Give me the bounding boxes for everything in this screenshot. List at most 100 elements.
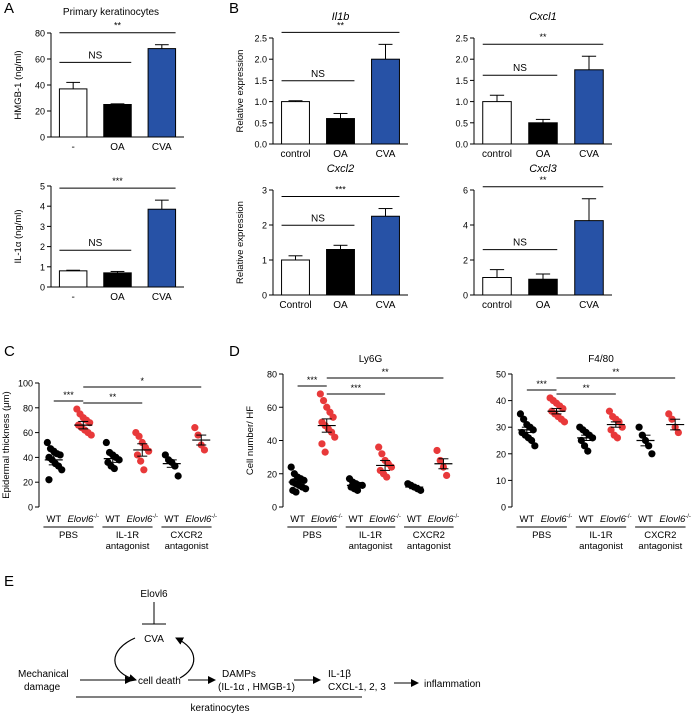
x-tick-label: WT xyxy=(638,514,653,525)
data-point xyxy=(319,397,328,405)
y-tick-label: 1.5 xyxy=(254,76,267,86)
x-tick-label: CVA xyxy=(579,300,599,311)
group-label: IL-1R xyxy=(116,530,139,541)
x-tick-label: OA xyxy=(110,292,125,303)
y-tick-label: 0 xyxy=(463,291,468,301)
data-point xyxy=(318,440,326,448)
y-tick-label: 40 xyxy=(496,396,506,406)
y-tick-label: 50 xyxy=(496,370,506,380)
significance-label: ** xyxy=(583,383,591,393)
diagram-damage: damage xyxy=(24,682,61,693)
data-point xyxy=(607,426,615,434)
panel-letter-a: A xyxy=(4,0,15,17)
chart-d1: 0 20 40 60 80 Cell number/ HF WT Elovl6-/- WT Elo… xyxy=(245,354,459,552)
y-tick-label: 5 xyxy=(40,182,45,192)
x-tick-label: Elovl6-/- xyxy=(428,514,460,525)
bar xyxy=(281,101,310,145)
y-tick-label: 10 xyxy=(496,476,506,486)
x-tick-label: OA xyxy=(536,149,551,160)
bar xyxy=(371,58,400,145)
bar xyxy=(326,118,355,145)
data-point xyxy=(174,472,182,480)
x-tick-label: WT xyxy=(290,514,305,525)
chart-title: Cxcl2 xyxy=(327,163,355,175)
data-point xyxy=(580,442,589,450)
data-point xyxy=(516,410,525,418)
x-tick-label: OA xyxy=(110,142,125,153)
data-point xyxy=(436,456,444,465)
chart-b3: 0 1 2 3 Relative expression Control OA CVA Cxcl2… xyxy=(235,163,408,311)
y-tick-label: 2.5 xyxy=(254,34,267,44)
y-tick-label: 2.5 xyxy=(455,34,468,44)
y-tick-label: 1.0 xyxy=(254,97,267,107)
y-tick-label: 4 xyxy=(463,221,468,231)
panel-letter-b: B xyxy=(229,0,240,17)
y-tick-label: 0 xyxy=(28,503,33,513)
significance-label: NS xyxy=(88,238,102,249)
significance-label: ** xyxy=(539,32,547,42)
group-label: antagonist xyxy=(407,541,451,552)
chart-d2: 0 10 20 30 40 50 WT Elovl6-/- WT Elovl6-/- WT Elovl… xyxy=(496,354,691,552)
x-tick-label: CVA xyxy=(376,149,396,160)
x-tick-label: CVA xyxy=(152,142,172,153)
diagram-il1b: IL-1β xyxy=(328,669,351,680)
y-tick-label: 40 xyxy=(35,81,45,91)
x-tick-label: OA xyxy=(333,300,348,311)
x-tick-label: Elovl6-/- xyxy=(369,514,401,525)
data-point xyxy=(135,432,143,440)
y-tick-label: 80 xyxy=(267,370,277,380)
data-point xyxy=(560,418,569,426)
y-axis-label: HMGB-1 (ng/ml) xyxy=(13,50,24,119)
y-tick-label: 3 xyxy=(262,186,267,196)
x-tick-label: WT xyxy=(105,514,120,525)
y-tick-label: 40 xyxy=(267,436,277,446)
y-tick-label: 2 xyxy=(463,256,468,266)
data-point xyxy=(520,415,528,423)
data-point xyxy=(417,486,425,494)
group-label: CXCR2 xyxy=(644,530,676,541)
x-tick-label: Elovl6-/- xyxy=(600,514,632,525)
y-tick-label: 0.0 xyxy=(455,140,468,150)
y-tick-label: 0.5 xyxy=(254,118,267,128)
y-tick-label: 0 xyxy=(501,503,506,513)
group-label: antagonist xyxy=(165,541,209,552)
significance-label: ** xyxy=(382,367,390,377)
significance-label: ** xyxy=(539,175,547,185)
y-tick-label: 0 xyxy=(40,133,45,143)
chart-title: Cxcl3 xyxy=(529,163,557,175)
bar xyxy=(482,101,512,145)
bar xyxy=(528,122,558,145)
data-point xyxy=(56,451,64,459)
significance-label: NS xyxy=(513,63,527,74)
chart-title: Il1b xyxy=(332,11,350,23)
bar xyxy=(281,259,310,296)
data-point xyxy=(292,488,300,496)
pathway-diagram: Elovl6 CVA Mechanical damage cell death … xyxy=(18,589,481,714)
x-tick-label: control xyxy=(482,300,512,311)
x-tick-label: control xyxy=(280,149,310,160)
significance-label: NS xyxy=(311,213,325,224)
y-tick-label: 0 xyxy=(262,291,267,301)
data-point xyxy=(329,413,337,421)
y-axis-label: Relative expression xyxy=(235,201,246,284)
data-point xyxy=(110,464,118,473)
x-tick-label: WT xyxy=(407,514,422,525)
x-tick-label: control xyxy=(482,149,512,160)
data-point xyxy=(433,446,441,455)
y-tick-label: 0.5 xyxy=(455,118,468,128)
diagram-cxcl: CXCL-1, 2, 3 xyxy=(328,682,386,693)
group-label: antagonist xyxy=(349,541,393,552)
y-tick-label: 80 xyxy=(35,29,45,39)
x-tick-label: WT xyxy=(164,514,179,525)
diagram-cva: CVA xyxy=(144,634,164,645)
chart-c: 0 20 40 60 80 100 Epidermal thickness (μm) WT El… xyxy=(1,376,217,552)
data-point xyxy=(378,450,386,458)
panel-letter-e: E xyxy=(4,573,15,590)
group-label: antagonist xyxy=(579,541,623,552)
diagram-cell-death: cell death xyxy=(138,676,181,687)
y-tick-label: 60 xyxy=(23,428,33,438)
y-tick-label: 4 xyxy=(40,202,45,212)
data-point xyxy=(584,447,592,455)
diagram-inflammation: inflammation xyxy=(424,679,481,690)
